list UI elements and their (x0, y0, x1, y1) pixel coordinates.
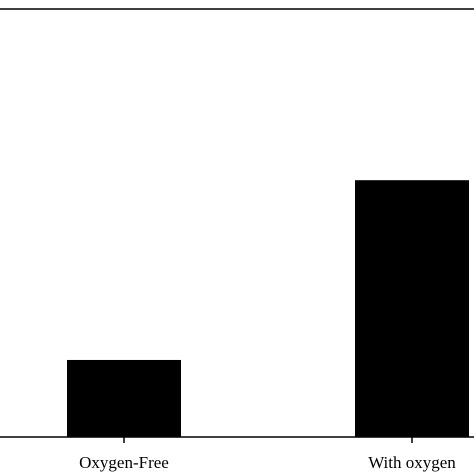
x-tick-label-with-oxygen: With oxygen (368, 453, 456, 472)
x-ticks: Oxygen-Free With oxygen (79, 437, 456, 472)
axes (0, 8, 474, 438)
bar-series (67, 180, 469, 437)
bar-with-oxygen (355, 180, 469, 437)
x-tick-label-oxygen-free: Oxygen-Free (79, 453, 169, 472)
bar-oxygen-free (67, 359, 181, 437)
